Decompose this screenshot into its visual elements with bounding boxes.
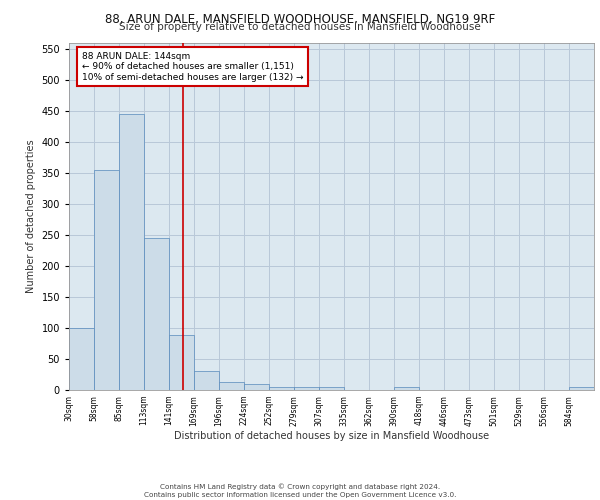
X-axis label: Distribution of detached houses by size in Mansfield Woodhouse: Distribution of detached houses by size … <box>174 432 489 442</box>
Bar <box>94 170 119 390</box>
Text: 88, ARUN DALE, MANSFIELD WOODHOUSE, MANSFIELD, NG19 9RF: 88, ARUN DALE, MANSFIELD WOODHOUSE, MANS… <box>105 12 495 26</box>
Bar <box>219 382 244 390</box>
Bar <box>319 387 344 390</box>
Bar <box>394 387 419 390</box>
Bar <box>294 387 319 390</box>
Bar <box>244 384 269 390</box>
Text: Size of property relative to detached houses in Mansfield Woodhouse: Size of property relative to detached ho… <box>119 22 481 32</box>
Text: 88 ARUN DALE: 144sqm
← 90% of detached houses are smaller (1,151)
10% of semi-de: 88 ARUN DALE: 144sqm ← 90% of detached h… <box>82 52 303 82</box>
Y-axis label: Number of detached properties: Number of detached properties <box>26 140 36 293</box>
Bar <box>569 387 594 390</box>
Bar <box>269 387 294 390</box>
Bar <box>194 372 219 390</box>
Text: Contains HM Land Registry data © Crown copyright and database right 2024.
Contai: Contains HM Land Registry data © Crown c… <box>144 484 456 498</box>
Bar <box>119 114 144 390</box>
Bar <box>144 238 169 390</box>
Bar <box>69 328 94 390</box>
Bar <box>169 336 194 390</box>
